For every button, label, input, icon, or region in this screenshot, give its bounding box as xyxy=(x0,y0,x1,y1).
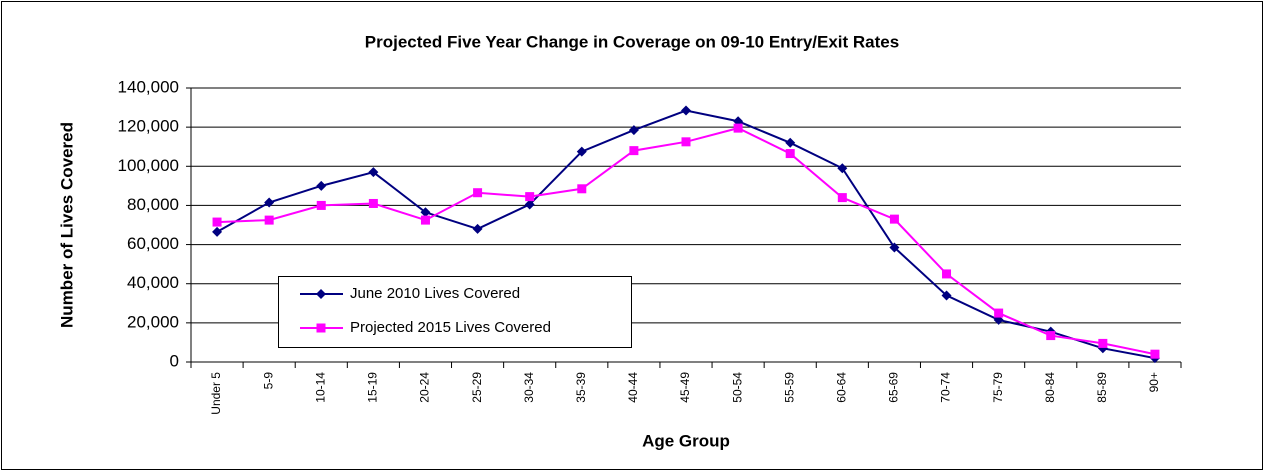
data-point xyxy=(368,198,378,208)
data-point xyxy=(837,193,847,203)
data-point xyxy=(837,163,848,174)
legend: June 2010 Lives Covered Projected 2015 Li… xyxy=(278,276,632,348)
x-tick-label: 20-24 xyxy=(418,372,432,403)
x-tick-label: 30-34 xyxy=(522,372,536,403)
data-point xyxy=(1150,349,1160,359)
data-point xyxy=(576,146,587,157)
data-point xyxy=(316,200,326,210)
data-point xyxy=(525,192,535,202)
legend-marker xyxy=(316,289,326,299)
x-tick-label: 35-39 xyxy=(574,372,588,403)
data-point xyxy=(472,223,483,234)
data-point xyxy=(681,137,691,147)
legend-label: Projected 2015 Lives Covered xyxy=(350,319,551,336)
x-tick-label: 65-69 xyxy=(887,372,901,403)
x-tick-label: 80-84 xyxy=(1043,372,1057,403)
x-tick-label: 40-44 xyxy=(626,372,640,403)
x-tick-label: 10-14 xyxy=(313,372,327,403)
data-point xyxy=(1098,338,1108,348)
data-point xyxy=(889,242,900,253)
chart-title: Projected Five Year Change in Coverage o… xyxy=(365,32,899,51)
data-point xyxy=(473,188,483,198)
x-tick-label: 15-19 xyxy=(366,372,380,403)
data-point xyxy=(733,123,743,133)
x-tick-label: 25-29 xyxy=(470,372,484,403)
x-tick-label: 85-89 xyxy=(1095,372,1109,403)
data-point xyxy=(785,137,796,148)
data-point xyxy=(889,214,899,224)
data-point xyxy=(420,207,431,218)
x-tick-label: 90+ xyxy=(1147,372,1161,392)
data-point xyxy=(368,167,379,178)
x-tick-label: 75-79 xyxy=(991,372,1005,403)
x-tick-label: 60-64 xyxy=(834,372,848,403)
y-axis-title: Number of Lives Covered xyxy=(57,122,76,328)
data-point xyxy=(785,149,795,159)
y-tick-label: 100,000 xyxy=(118,156,179,175)
y-tick-label: 0 xyxy=(170,351,179,370)
data-point xyxy=(212,217,222,227)
data-point xyxy=(1046,331,1056,341)
data-point xyxy=(524,199,535,210)
data-point xyxy=(681,105,691,116)
data-point xyxy=(941,290,952,301)
data-point xyxy=(316,180,327,191)
x-axis-title: Age Group xyxy=(642,431,730,450)
data-point xyxy=(628,125,639,136)
data-point xyxy=(577,184,587,194)
y-tick-label: 120,000 xyxy=(118,117,179,136)
data-point xyxy=(629,146,639,156)
y-tick-label: 40,000 xyxy=(127,273,179,292)
x-tick-label: Under 5 xyxy=(209,372,223,415)
data-point xyxy=(212,226,223,237)
data-point xyxy=(942,269,952,279)
x-tick-label: 70-74 xyxy=(939,372,953,403)
data-point xyxy=(264,197,275,208)
legend-label: June 2010 Lives Covered xyxy=(350,285,520,302)
y-tick-label: 60,000 xyxy=(127,234,179,253)
data-point xyxy=(994,308,1004,318)
legend-box xyxy=(278,276,632,348)
x-tick-label: 50-54 xyxy=(730,372,744,403)
x-tick-label: 55-59 xyxy=(782,372,796,403)
data-point xyxy=(264,215,274,225)
data-point xyxy=(420,215,430,225)
x-tick-label: 45-49 xyxy=(678,372,692,403)
y-tick-label: 140,000 xyxy=(118,77,179,96)
legend-marker xyxy=(316,323,326,333)
x-tick-label: 5-9 xyxy=(261,372,275,390)
y-tick-label: 20,000 xyxy=(127,312,179,331)
y-tick-label: 80,000 xyxy=(127,195,179,214)
